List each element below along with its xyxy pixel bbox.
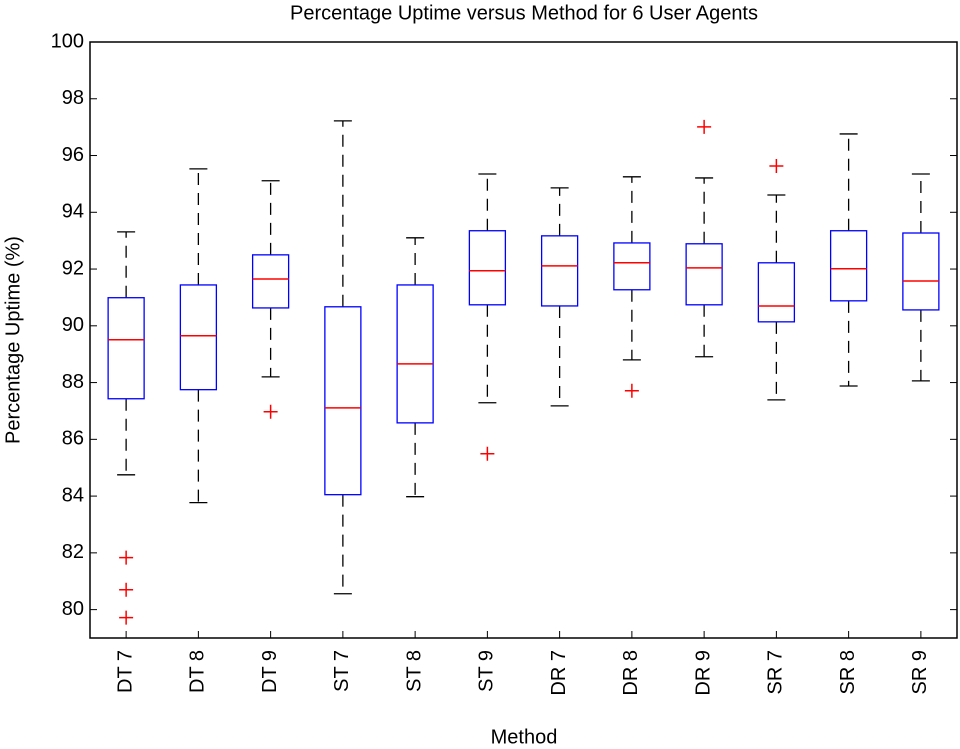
y-tick-label: 80: [62, 598, 84, 620]
y-tick-label: 90: [62, 314, 84, 336]
y-tick-label: 96: [62, 144, 84, 166]
box: [613, 242, 651, 291]
y-tick-label: 86: [62, 428, 84, 450]
y-tick-label: 92: [62, 257, 84, 279]
x-tick-label: SR 9: [909, 650, 931, 694]
y-tick-label: 98: [62, 87, 84, 109]
outlier: [119, 582, 134, 597]
box: [757, 262, 796, 323]
x-axis-label: Method: [491, 726, 558, 748]
box: [251, 254, 290, 309]
x-tick-label: ST 8: [403, 650, 425, 692]
box: [396, 284, 434, 424]
box: [540, 235, 579, 307]
y-tick-label: 94: [62, 201, 84, 223]
outlier: [697, 119, 712, 134]
outlier: [480, 446, 495, 461]
outlier: [263, 404, 278, 419]
y-tick-label: 88: [62, 371, 84, 393]
x-tick-label: SR 7: [765, 650, 787, 694]
outlier: [769, 159, 784, 174]
x-tick-label: DR 7: [548, 650, 570, 696]
box: [685, 243, 723, 306]
outlier: [119, 550, 134, 565]
chart-title: Percentage Uptime versus Method for 6 Us…: [290, 2, 758, 24]
y-tick-label: 82: [62, 541, 84, 563]
box: [829, 230, 868, 302]
x-tick-label: DT 7: [114, 650, 136, 693]
x-tick-label: ST 9: [476, 650, 498, 692]
x-tick-label: SR 8: [837, 650, 859, 694]
x-tick-label: DR 8: [620, 650, 642, 696]
box: [179, 284, 218, 391]
y-tick-label: 84: [62, 484, 84, 506]
outlier: [119, 610, 134, 625]
box: [902, 232, 940, 311]
y-tick-label: 100: [51, 30, 84, 52]
box: [324, 306, 362, 496]
box: [107, 297, 145, 400]
y-axis-label: Percentage Uptime (%): [2, 236, 24, 444]
box: [468, 230, 507, 306]
x-tick-label: DR 9: [692, 650, 714, 696]
plot-frame: [89, 41, 958, 639]
outlier: [624, 383, 639, 398]
x-tick-label: DT 9: [259, 650, 281, 693]
x-tick-label: DT 8: [187, 650, 209, 693]
x-tick-label: ST 7: [331, 650, 353, 692]
